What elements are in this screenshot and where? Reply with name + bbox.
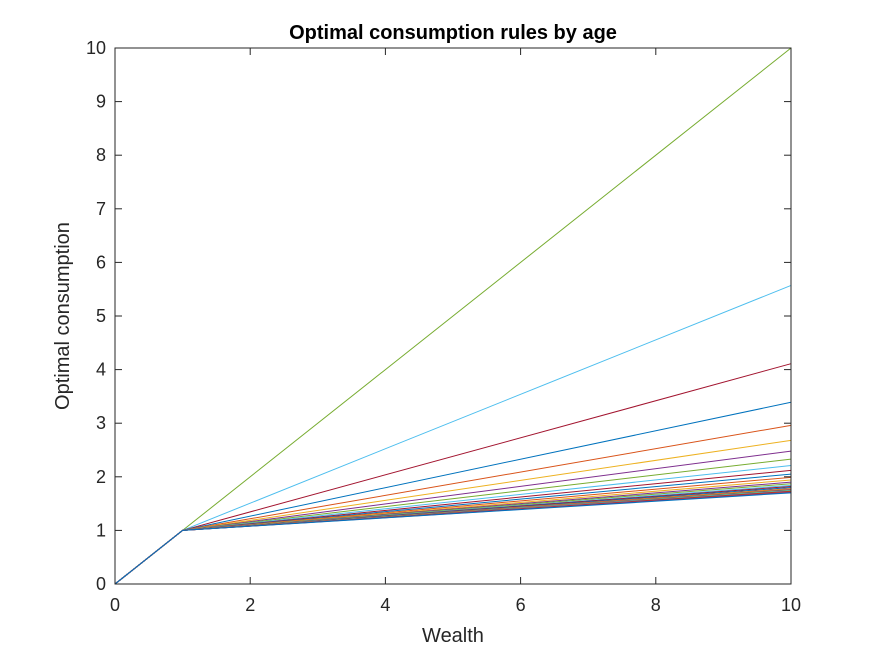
y-tick-label: 5 xyxy=(96,306,106,326)
series-layer xyxy=(114,47,792,585)
y-tick-label: 6 xyxy=(96,252,106,272)
tick-layer: 0 2 4 6 8 10 0 1 2 3 4 5 6 7 8 9 10 xyxy=(86,38,801,615)
y-tick-label: 1 xyxy=(96,520,106,540)
series-line-27 xyxy=(114,492,792,585)
x-tick-label: 8 xyxy=(651,595,661,615)
x-tick-label: 4 xyxy=(380,595,390,615)
x-tick-label: 10 xyxy=(781,595,801,615)
x-tick-label: 6 xyxy=(516,595,526,615)
y-tick-label: 4 xyxy=(96,360,106,380)
y-tick-label: 10 xyxy=(86,38,106,58)
x-tick-label: 2 xyxy=(245,595,255,615)
y-tick-label: 3 xyxy=(96,413,106,433)
y-tick-label: 0 xyxy=(96,574,106,594)
y-axis-label: Optimal consumption xyxy=(52,222,74,410)
x-tick-label: 0 xyxy=(110,595,120,615)
y-tick-label: 8 xyxy=(96,145,106,165)
y-tick-label: 2 xyxy=(96,467,106,487)
y-tick-label: 9 xyxy=(96,92,106,112)
x-axis-label: Wealth xyxy=(422,625,484,647)
chart-title: Optimal consumption rules by age xyxy=(289,22,617,44)
y-tick-label: 7 xyxy=(96,199,106,219)
